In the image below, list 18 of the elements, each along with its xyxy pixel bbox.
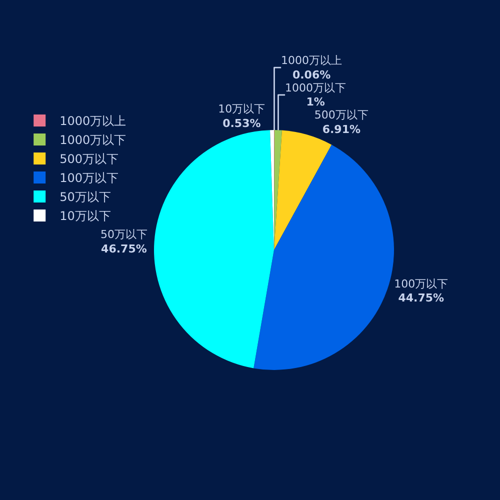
legend-label: 500万以下: [60, 152, 119, 166]
data-label: 0.06%: [292, 68, 331, 82]
slice-label: 10万以下: [218, 102, 266, 116]
data-label: 46.75%: [101, 242, 147, 256]
legend-label: 1000万以下: [60, 133, 126, 148]
legend-label: 100万以下: [60, 171, 119, 186]
slice-label: 1000万以下: [285, 81, 346, 94]
slice-label: 1000万以上: [281, 54, 342, 67]
data-label: 44.75%: [398, 292, 444, 305]
slice-label: 100万以下: [394, 277, 448, 290]
data-label: 0.53%: [222, 117, 261, 130]
legend-label: 50万以下: [60, 190, 111, 204]
slice-label: 50万以下: [100, 228, 148, 242]
data-label: 1%: [306, 96, 325, 109]
data-label: 6.91%: [322, 122, 360, 136]
slice-label: 500万以下: [314, 108, 368, 122]
legend-label: 10万以下: [60, 209, 111, 224]
legend-label: 1000万以上: [60, 114, 126, 128]
